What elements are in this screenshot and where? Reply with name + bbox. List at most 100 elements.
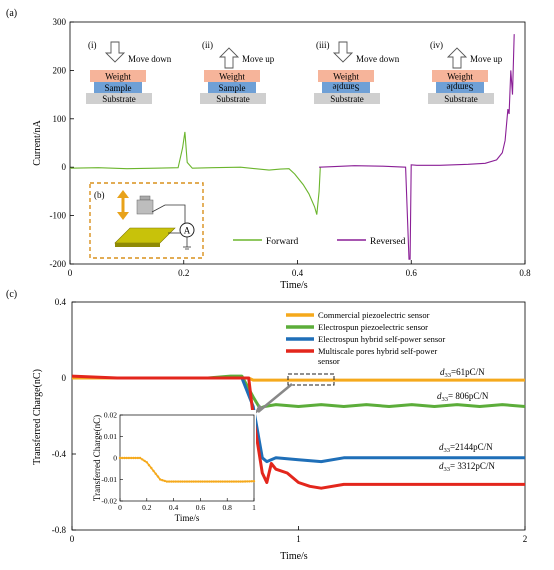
y-tick-label: 0 — [62, 373, 67, 383]
chart-c-inset: 0 0.2 0.4 0.6 0.8 1 0.02 0.01 0 -0.01 -0.02 Time/s… — [92, 410, 256, 523]
panel-b-label: (b) — [94, 190, 105, 200]
inset-y-tick-label: -0.01 — [101, 475, 117, 484]
inset-marker — [197, 480, 200, 483]
inset-marker — [123, 456, 126, 460]
inset-marker — [205, 480, 209, 483]
inset-marker — [179, 480, 182, 483]
inset-marker — [192, 480, 195, 483]
inset-marker — [212, 480, 215, 483]
inset-x-tick-label: 0.4 — [169, 503, 179, 512]
inset-marker — [234, 480, 238, 483]
down-arrow-icon — [332, 41, 354, 63]
inset-marker — [152, 469, 155, 473]
substrate-label: Substrate — [330, 94, 364, 104]
inset-marker — [181, 480, 184, 483]
stage-direction: Move up — [470, 54, 503, 64]
stage-direction: Move down — [128, 54, 172, 64]
weight-label: Weight — [219, 72, 245, 82]
panel-c-label: (c) — [6, 289, 17, 300]
x-tick-label: 0.4 — [292, 268, 304, 278]
stage-direction: Move up — [242, 54, 275, 64]
inset-marker — [237, 480, 240, 483]
inset-marker — [232, 480, 236, 483]
sample-label: Sample — [219, 83, 246, 93]
chart-c-xlabel: Time/s — [280, 551, 308, 562]
stage-direction: Move down — [356, 54, 400, 64]
inset-marker — [217, 480, 220, 483]
x-tick-label: 2 — [523, 534, 528, 544]
inset-x-tick-label: 0 — [118, 503, 122, 512]
sample-label: Sample — [446, 82, 473, 92]
inset-marker — [161, 479, 164, 482]
legend-commercial-label: Commercial piezoelectric sensor — [318, 310, 430, 320]
inset-marker — [132, 456, 135, 460]
y-tick-label: -100 — [50, 211, 67, 221]
x-tick-label: 0.6 — [406, 268, 418, 278]
chart-a-xlabel: Time/s — [280, 280, 308, 291]
inset-xlabel: Time/s — [175, 513, 200, 523]
inset-marker — [194, 480, 198, 483]
sensor-plate-edge — [115, 243, 160, 247]
inset-marker — [172, 480, 175, 483]
svg-text:d33= 806pC/N: d33= 806pC/N — [437, 391, 489, 403]
wire — [151, 204, 186, 223]
substrate-block — [200, 93, 266, 104]
legend-hybrid-label: Electrospun hybrid self-power sensor — [318, 334, 445, 344]
weight-label: Weight — [105, 72, 131, 82]
inset-marker — [138, 456, 142, 460]
inset-marker — [165, 480, 169, 483]
x-tick-label: 0.2 — [178, 268, 189, 278]
zoom-arrow — [257, 383, 293, 413]
svg-text:d33=2144pC/N: d33=2144pC/N — [439, 442, 493, 454]
up-arrow-icon — [218, 47, 240, 69]
x-tick-label: 0 — [70, 534, 75, 544]
y-tick-label: -0.8 — [52, 525, 67, 535]
stage-schematics: (i)Move downWeightSampleSubstrate(ii)Mov… — [86, 40, 503, 104]
inset-marker — [176, 480, 180, 483]
inset-marker — [203, 480, 207, 483]
weight-block — [432, 70, 488, 82]
inset-marker — [219, 480, 222, 483]
y-tick-label: 0.4 — [55, 297, 67, 307]
inset-marker — [252, 480, 256, 483]
substrate-block — [428, 93, 494, 104]
stage-label: (iii) — [316, 40, 330, 50]
inset-ylabel: Transferred Charge(nC) — [92, 415, 102, 501]
chart-c: 0 1 2 -0.8 -0.4 0 0.4 Time/s Transferred Charg… — [32, 297, 527, 562]
inset-marker — [199, 480, 202, 483]
inset-marker — [150, 466, 153, 470]
inset-x-tick-label: 0.2 — [142, 503, 152, 512]
x-tick-label: 0.8 — [519, 268, 531, 278]
inset-marker — [221, 480, 224, 483]
chart-a: 0 0.2 0.4 0.6 0.8 -200 -100 0 100 200 300 Time/s C… — [32, 17, 531, 291]
inset-marker — [188, 480, 191, 483]
inset-marker — [174, 480, 177, 483]
inset-marker — [246, 480, 249, 483]
legend-electrospun-label: Electrospun piezoelectric sensor — [318, 322, 428, 332]
inset-ticks: 0 0.2 0.4 0.6 0.8 1 0.02 0.01 0 -0.01 -0.02 — [101, 411, 256, 513]
inset-marker — [141, 458, 144, 461]
inset-marker — [147, 464, 151, 467]
weight-block — [204, 70, 260, 82]
zoom-box — [287, 373, 335, 386]
inset-y-tick-label: 0.02 — [104, 411, 117, 420]
series-line-4 — [71, 374, 525, 490]
inset-marker — [214, 480, 218, 483]
inset-marker — [163, 479, 166, 483]
sample-block — [94, 82, 142, 93]
series-line-forward — [69, 131, 321, 215]
substrate-label: Substrate — [444, 94, 478, 104]
substrate-block — [314, 93, 380, 104]
weight-label: Weight — [333, 72, 359, 82]
sample-label: Sample — [105, 83, 132, 93]
inset-y-tick-label: 0.01 — [104, 432, 117, 441]
inset-marker — [118, 456, 122, 460]
inset-marker — [241, 480, 244, 483]
sample-block — [322, 82, 370, 93]
inset-marker — [243, 480, 247, 483]
x-tick-label: 0 — [68, 268, 73, 278]
legend-reversed-label: Reversed — [370, 237, 406, 247]
